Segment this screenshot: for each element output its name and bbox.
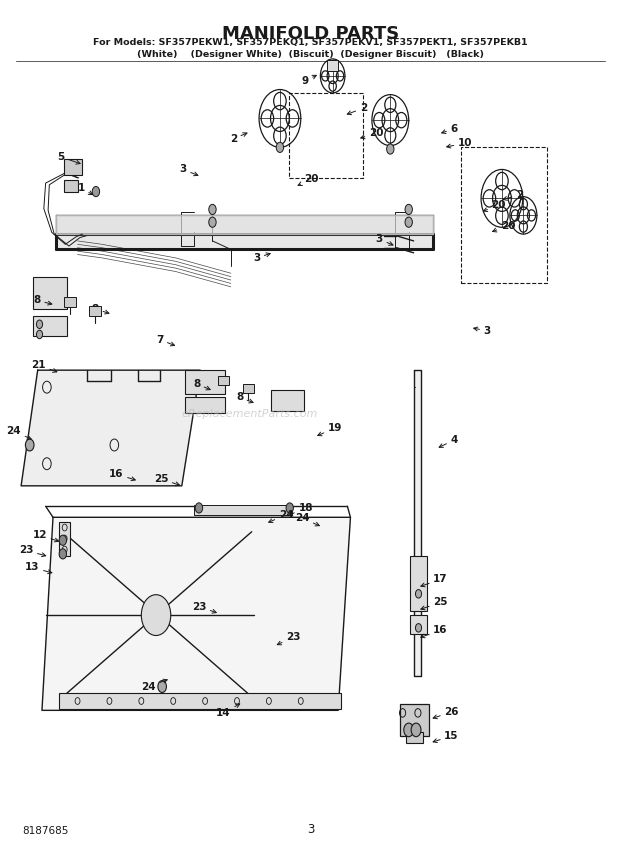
Text: 24: 24	[141, 680, 167, 692]
Circle shape	[405, 205, 412, 215]
Text: 10: 10	[446, 138, 472, 148]
Text: 8: 8	[236, 392, 253, 403]
Bar	[327, 60, 338, 71]
Bar	[185, 397, 224, 413]
Text: 8: 8	[92, 304, 109, 314]
Text: 17: 17	[421, 574, 448, 586]
Text: 2: 2	[230, 133, 247, 144]
Text: 23: 23	[19, 545, 46, 556]
Bar	[289, 93, 363, 178]
Bar	[64, 297, 76, 307]
Text: 20: 20	[361, 128, 383, 139]
Bar	[410, 615, 427, 633]
Circle shape	[209, 217, 216, 228]
Text: 18: 18	[288, 503, 313, 515]
Text: 8: 8	[33, 295, 52, 306]
Text: 16: 16	[109, 469, 135, 481]
Bar	[33, 316, 67, 336]
Text: 7: 7	[156, 335, 175, 346]
Text: 20: 20	[484, 200, 506, 211]
Text: 15: 15	[433, 731, 459, 742]
Text: 23: 23	[277, 633, 301, 645]
Text: 14: 14	[216, 704, 240, 718]
Text: 3: 3	[474, 326, 491, 336]
Bar	[461, 147, 547, 283]
Circle shape	[59, 549, 66, 559]
Circle shape	[387, 144, 394, 154]
Circle shape	[37, 320, 43, 329]
Bar	[89, 306, 101, 316]
Text: 20: 20	[298, 174, 319, 186]
Bar	[399, 704, 429, 736]
Circle shape	[25, 439, 34, 451]
Bar	[59, 521, 70, 556]
Circle shape	[415, 590, 422, 598]
Text: 8187685: 8187685	[22, 826, 69, 836]
Bar	[64, 180, 78, 192]
Circle shape	[415, 624, 422, 632]
Text: (White)    (Designer White)  (Biscuit)  (Designer Biscuit)   (Black): (White) (Designer White) (Biscuit) (Desi…	[137, 51, 484, 59]
Text: 9: 9	[301, 75, 316, 86]
Text: 1: 1	[78, 183, 92, 194]
Circle shape	[92, 187, 100, 197]
Text: 12: 12	[32, 530, 59, 542]
Circle shape	[37, 330, 43, 339]
Text: 24: 24	[268, 509, 293, 522]
Circle shape	[195, 502, 203, 513]
Circle shape	[141, 595, 171, 635]
Bar	[33, 276, 67, 309]
Text: 21: 21	[31, 360, 57, 372]
Text: MANIFOLD PARTS: MANIFOLD PARTS	[222, 25, 399, 43]
Circle shape	[405, 217, 412, 228]
Polygon shape	[56, 216, 433, 234]
Bar	[185, 370, 224, 394]
Bar	[242, 384, 254, 394]
Text: 24: 24	[6, 426, 31, 439]
Text: 6: 6	[441, 123, 458, 134]
Text: 3: 3	[376, 235, 393, 246]
Circle shape	[209, 205, 216, 215]
Bar	[410, 556, 427, 611]
Text: 25: 25	[421, 597, 448, 609]
Bar	[64, 159, 82, 175]
Text: 2: 2	[347, 104, 367, 115]
Text: 2: 2	[503, 190, 523, 200]
Text: 19: 19	[318, 423, 342, 436]
Polygon shape	[21, 370, 200, 486]
Text: 4: 4	[439, 435, 458, 448]
Circle shape	[404, 723, 414, 737]
Text: 13: 13	[25, 562, 52, 574]
Polygon shape	[414, 370, 421, 676]
Circle shape	[59, 535, 66, 545]
Text: 16: 16	[421, 626, 448, 638]
Text: 3: 3	[179, 164, 198, 175]
Text: 25: 25	[154, 474, 179, 485]
Bar	[59, 693, 341, 709]
Text: eReplacementParts.com: eReplacementParts.com	[181, 409, 317, 419]
Text: 3: 3	[307, 823, 314, 836]
Polygon shape	[42, 517, 350, 710]
Text: 20: 20	[492, 221, 515, 232]
Bar	[271, 389, 304, 411]
Text: 26: 26	[433, 707, 459, 719]
Circle shape	[158, 681, 166, 693]
Text: 5: 5	[57, 152, 80, 164]
Text: 3: 3	[253, 253, 270, 263]
Text: 8: 8	[193, 378, 210, 389]
Text: For Models: SF357PEKW1, SF357PEKQ1, SF357PEKV1, SF357PEKT1, SF357PEKB1: For Models: SF357PEKW1, SF357PEKQ1, SF35…	[93, 39, 528, 47]
Bar	[194, 504, 292, 514]
Circle shape	[277, 142, 283, 152]
Bar	[218, 376, 229, 385]
Bar	[405, 733, 423, 743]
Circle shape	[411, 723, 421, 737]
Text: 24: 24	[294, 513, 319, 526]
Text: 23: 23	[192, 602, 216, 613]
Circle shape	[286, 502, 293, 513]
